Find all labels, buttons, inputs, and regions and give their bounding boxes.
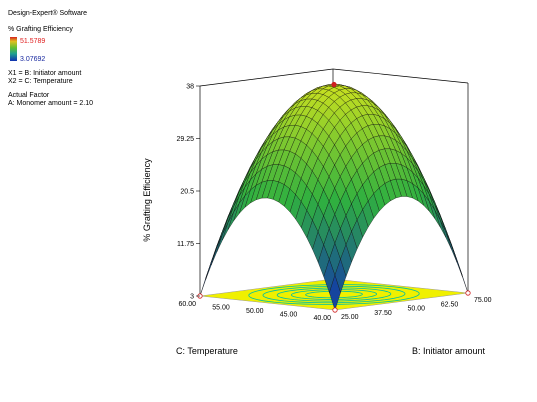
x-tick-label: 50.00 bbox=[408, 306, 426, 313]
legend-high-value: 51.5789 bbox=[20, 38, 46, 45]
z-axis-label: % Grafting Efficiency bbox=[142, 158, 152, 242]
z-tick-label: 11.75 bbox=[177, 241, 194, 248]
x-tick-label: 25.00 bbox=[341, 314, 359, 321]
factor-panel: X1 = B: Initiator amount X2 = C: Tempera… bbox=[8, 70, 158, 108]
z-tick-label: 29.25 bbox=[176, 136, 194, 143]
top-right-line bbox=[332, 68, 469, 84]
floor-contour-0 bbox=[248, 284, 420, 305]
design-point bbox=[332, 307, 338, 313]
y-tick-label: 55.00 bbox=[212, 305, 230, 312]
x-tick-label: 62.50 bbox=[441, 301, 459, 308]
actual-factor-value: A: Monomer amount = 2.10 bbox=[8, 100, 94, 107]
info-panel: Design-Expert® Software % Grafting Effic… bbox=[8, 10, 158, 34]
actual-factor-title: Actual Factor bbox=[8, 92, 50, 99]
color-legend-bar bbox=[10, 37, 17, 61]
factor-x1: X1 = B: Initiator amount bbox=[8, 70, 82, 77]
y-axis-label: C: Temperature bbox=[176, 346, 238, 356]
floor-contour-2 bbox=[276, 287, 392, 302]
floor-contour-1 bbox=[262, 285, 406, 304]
x-tick-label: 37.50 bbox=[374, 310, 392, 317]
z-tick-label: 3 bbox=[190, 294, 194, 301]
surface-patch bbox=[211, 234, 223, 266]
y-tick-label: 50.00 bbox=[246, 308, 264, 315]
surface-patch bbox=[329, 274, 341, 311]
x-tick-label: 75.00 bbox=[474, 297, 492, 304]
y-tick-label: 40.00 bbox=[313, 315, 331, 322]
y-tick-label: 60.00 bbox=[178, 301, 196, 308]
x-axis-label: B: Initiator amount bbox=[412, 346, 486, 356]
legend-low-value: 3.07692 bbox=[20, 56, 46, 63]
z-tick-label: 20.5 bbox=[180, 189, 194, 196]
floor-contour-4 bbox=[305, 290, 363, 299]
software-title: Design-Expert® Software bbox=[8, 10, 88, 17]
design-point bbox=[331, 81, 337, 88]
surface-patch bbox=[216, 222, 229, 252]
factor-x2: X2 = C: Temperature bbox=[8, 78, 73, 85]
response-label: % Grafting Efficiency bbox=[8, 26, 73, 33]
design-point bbox=[465, 290, 471, 296]
surface-patch bbox=[440, 220, 452, 250]
surface-patch bbox=[445, 231, 458, 263]
top-back-line bbox=[199, 68, 334, 87]
surface-patch bbox=[434, 209, 446, 238]
z-tick-label: 38 bbox=[186, 84, 194, 91]
y-tick-label: 45.00 bbox=[280, 312, 298, 319]
floor-contour-3 bbox=[290, 289, 378, 300]
